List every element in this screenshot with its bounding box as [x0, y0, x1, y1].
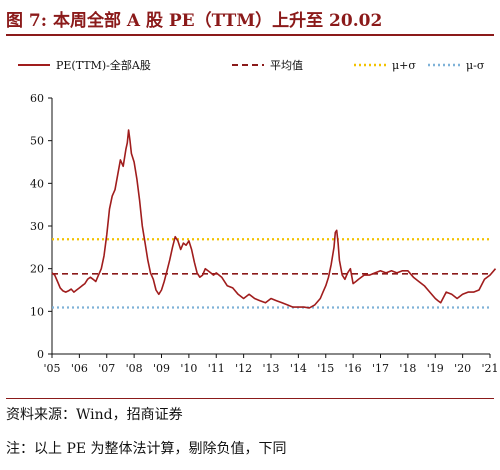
x-tick-label-3: '08 — [126, 362, 143, 375]
x-tick-label-12: '17 — [372, 362, 389, 375]
title-rule — [6, 34, 494, 36]
x-tick-label-10: '15 — [317, 362, 334, 375]
y-tick-label-3: 30 — [30, 220, 44, 233]
legend-label-1: 平均值 — [270, 59, 303, 72]
x-tick-label-5: '10 — [180, 362, 197, 375]
x-tick-label-6: '11 — [208, 362, 225, 375]
x-tick-label-7: '12 — [235, 362, 252, 375]
y-tick-label-5: 50 — [30, 135, 44, 148]
x-tick-label-9: '14 — [290, 362, 307, 375]
title-bar: 图 7: 本周全部 A 股 PE（TTM）上升至 20.02 — [0, 0, 500, 36]
x-tick-label-0: '05 — [43, 362, 60, 375]
x-tick-label-4: '09 — [153, 362, 170, 375]
note-text: 注：以上 PE 为整体法计算，剔除负值，下同 — [6, 441, 287, 457]
pe-series-line — [51, 129, 497, 309]
legend-label-2: μ+σ — [392, 59, 416, 72]
y-tick-label-6: 60 — [30, 92, 44, 105]
y-tick-label-1: 10 — [30, 305, 44, 318]
y-tick-label-2: 20 — [30, 263, 44, 276]
source-rule — [6, 398, 494, 399]
pe-chart: PE(TTM)-全部A股 平均值 μ+σ μ-σ 0 10 20 30 40 50 60 '05 '06… — [18, 58, 499, 375]
x-tick-label-15: '20 — [454, 362, 471, 375]
y-tick-label-4: 40 — [30, 177, 44, 190]
figure-title: 图 7: 本周全部 A 股 PE（TTM）上升至 20.02 — [6, 11, 383, 31]
x-tick-label-13: '18 — [399, 362, 416, 375]
x-tick-label-2: '07 — [98, 362, 115, 375]
legend-label-3: μ-σ — [466, 59, 485, 72]
x-tick-label-11: '16 — [345, 362, 362, 375]
legend-label-0: PE(TTM)-全部A股 — [56, 58, 151, 72]
x-tick-label-16: '21 — [481, 362, 498, 375]
x-tick-label-14: '19 — [427, 362, 444, 375]
x-tick-label-8: '13 — [262, 362, 279, 375]
x-tick-label-1: '06 — [71, 362, 88, 375]
y-tick-label-0: 0 — [37, 348, 44, 361]
source-text: 资料来源：Wind，招商证券 — [6, 407, 183, 423]
